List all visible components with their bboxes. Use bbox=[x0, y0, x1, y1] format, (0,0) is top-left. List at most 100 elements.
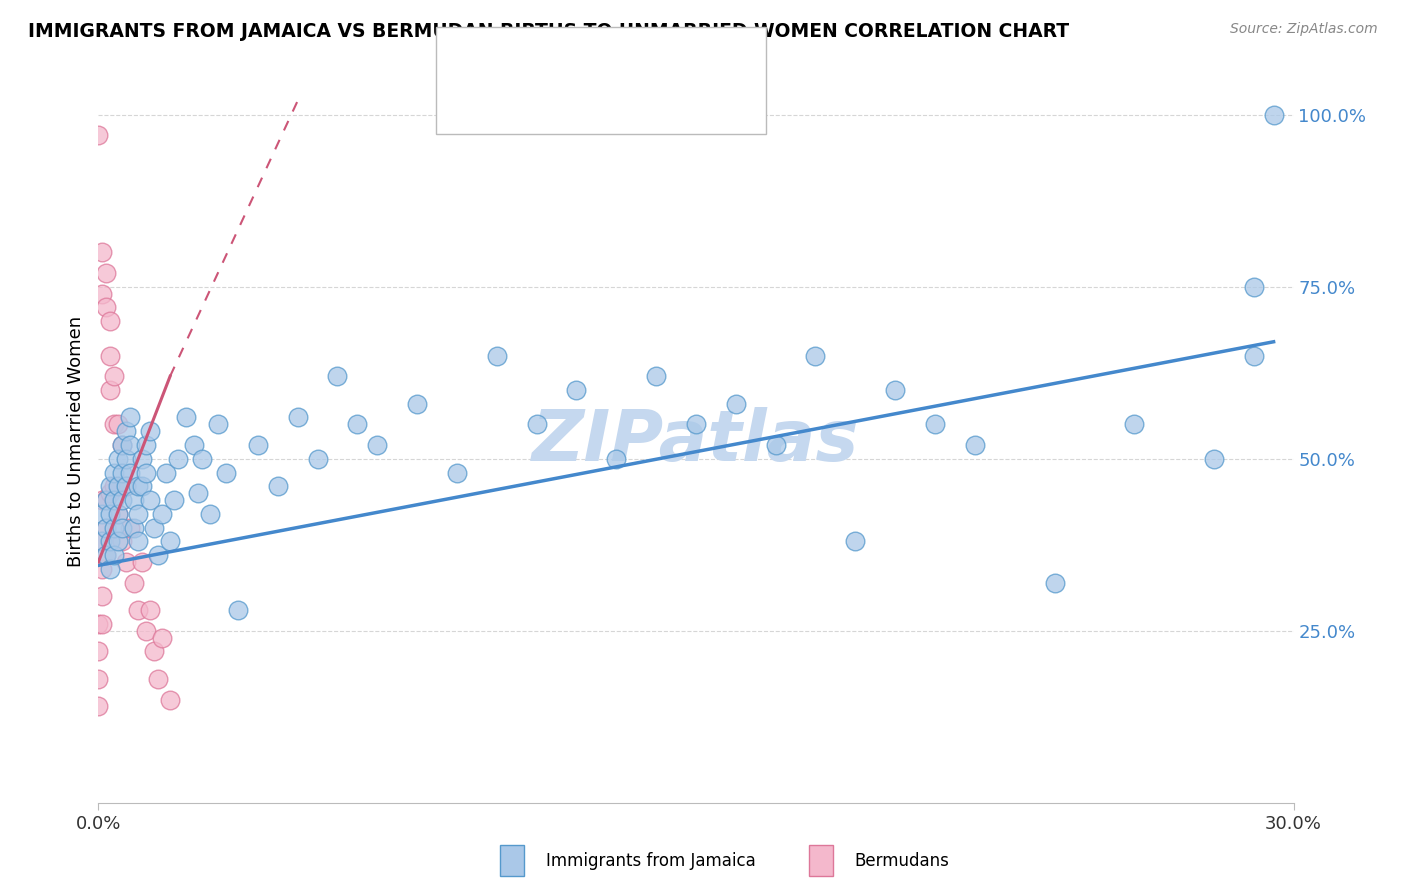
Text: R = 0.327   N = 40: R = 0.327 N = 40 bbox=[499, 101, 683, 119]
Point bbox=[884, 383, 907, 397]
Point bbox=[107, 451, 129, 466]
Point bbox=[1243, 349, 1265, 363]
Point bbox=[135, 438, 157, 452]
Point bbox=[87, 644, 110, 658]
Point bbox=[107, 534, 129, 549]
Point bbox=[96, 301, 118, 315]
Point bbox=[198, 507, 221, 521]
Text: R = 0.408   N = 81: R = 0.408 N = 81 bbox=[499, 45, 683, 62]
Point bbox=[127, 479, 149, 493]
Point bbox=[924, 417, 946, 432]
Point bbox=[96, 520, 118, 534]
Point bbox=[155, 466, 177, 480]
Point bbox=[103, 493, 125, 508]
Point bbox=[111, 534, 134, 549]
Point bbox=[226, 603, 249, 617]
Point bbox=[1263, 108, 1285, 122]
Point bbox=[139, 424, 162, 438]
Point bbox=[963, 438, 986, 452]
Point bbox=[87, 672, 110, 686]
Point bbox=[207, 417, 229, 432]
Point bbox=[446, 466, 468, 480]
Point bbox=[485, 349, 508, 363]
Point bbox=[191, 451, 214, 466]
Point bbox=[844, 534, 866, 549]
Point bbox=[115, 555, 138, 569]
Text: Source: ZipAtlas.com: Source: ZipAtlas.com bbox=[1230, 22, 1378, 37]
Point bbox=[103, 369, 125, 384]
Point bbox=[115, 451, 138, 466]
Point bbox=[98, 486, 122, 500]
Point bbox=[96, 493, 118, 508]
Point bbox=[307, 451, 329, 466]
Point bbox=[124, 493, 146, 508]
Point bbox=[111, 520, 134, 534]
Point bbox=[565, 383, 588, 397]
Point bbox=[103, 520, 125, 534]
Point bbox=[96, 548, 118, 562]
Point bbox=[124, 520, 146, 534]
Point bbox=[98, 507, 122, 521]
Point bbox=[804, 349, 827, 363]
Point bbox=[111, 438, 134, 452]
Point bbox=[115, 424, 138, 438]
Point bbox=[127, 603, 149, 617]
Point bbox=[91, 534, 114, 549]
Point bbox=[107, 507, 129, 521]
Point bbox=[120, 410, 142, 425]
Point bbox=[163, 493, 186, 508]
Point bbox=[366, 438, 388, 452]
Point bbox=[124, 575, 146, 590]
Point bbox=[115, 479, 138, 493]
Point bbox=[120, 438, 142, 452]
Point bbox=[103, 417, 125, 432]
Point bbox=[143, 520, 166, 534]
Point bbox=[187, 486, 209, 500]
Point bbox=[135, 624, 157, 638]
Point bbox=[765, 438, 787, 452]
Text: Bermudans: Bermudans bbox=[855, 852, 949, 870]
Point bbox=[150, 507, 173, 521]
Point bbox=[115, 479, 138, 493]
Text: ZIPatlas: ZIPatlas bbox=[533, 407, 859, 476]
Y-axis label: Births to Unmarried Women: Births to Unmarried Women bbox=[66, 316, 84, 567]
Point bbox=[605, 451, 627, 466]
Point bbox=[98, 349, 122, 363]
Point bbox=[167, 451, 190, 466]
Point bbox=[127, 507, 149, 521]
Point bbox=[111, 493, 134, 508]
Point bbox=[131, 479, 153, 493]
Point bbox=[107, 507, 129, 521]
Point bbox=[150, 631, 173, 645]
Point bbox=[96, 548, 118, 562]
Point bbox=[91, 616, 114, 631]
Point bbox=[96, 266, 118, 280]
Point bbox=[215, 466, 238, 480]
Point bbox=[91, 507, 114, 521]
Point bbox=[107, 417, 129, 432]
Point bbox=[159, 534, 181, 549]
Point bbox=[120, 520, 142, 534]
Point bbox=[98, 383, 122, 397]
Point bbox=[103, 479, 125, 493]
Point bbox=[127, 534, 149, 549]
Point bbox=[131, 451, 153, 466]
Point bbox=[148, 548, 170, 562]
Point bbox=[91, 286, 114, 301]
Point bbox=[1043, 575, 1066, 590]
Point bbox=[87, 128, 110, 143]
Point bbox=[406, 397, 429, 411]
Point bbox=[107, 479, 129, 493]
Text: Immigrants from Jamaica: Immigrants from Jamaica bbox=[546, 852, 755, 870]
Point bbox=[139, 603, 162, 617]
Point bbox=[98, 479, 122, 493]
Point bbox=[1123, 417, 1146, 432]
Point bbox=[87, 616, 110, 631]
Point bbox=[645, 369, 668, 384]
Point bbox=[91, 493, 114, 508]
Point bbox=[159, 692, 181, 706]
Text: IMMIGRANTS FROM JAMAICA VS BERMUDAN BIRTHS TO UNMARRIED WOMEN CORRELATION CHART: IMMIGRANTS FROM JAMAICA VS BERMUDAN BIRT… bbox=[28, 22, 1069, 41]
Point bbox=[183, 438, 205, 452]
Point bbox=[685, 417, 707, 432]
Point bbox=[111, 438, 134, 452]
